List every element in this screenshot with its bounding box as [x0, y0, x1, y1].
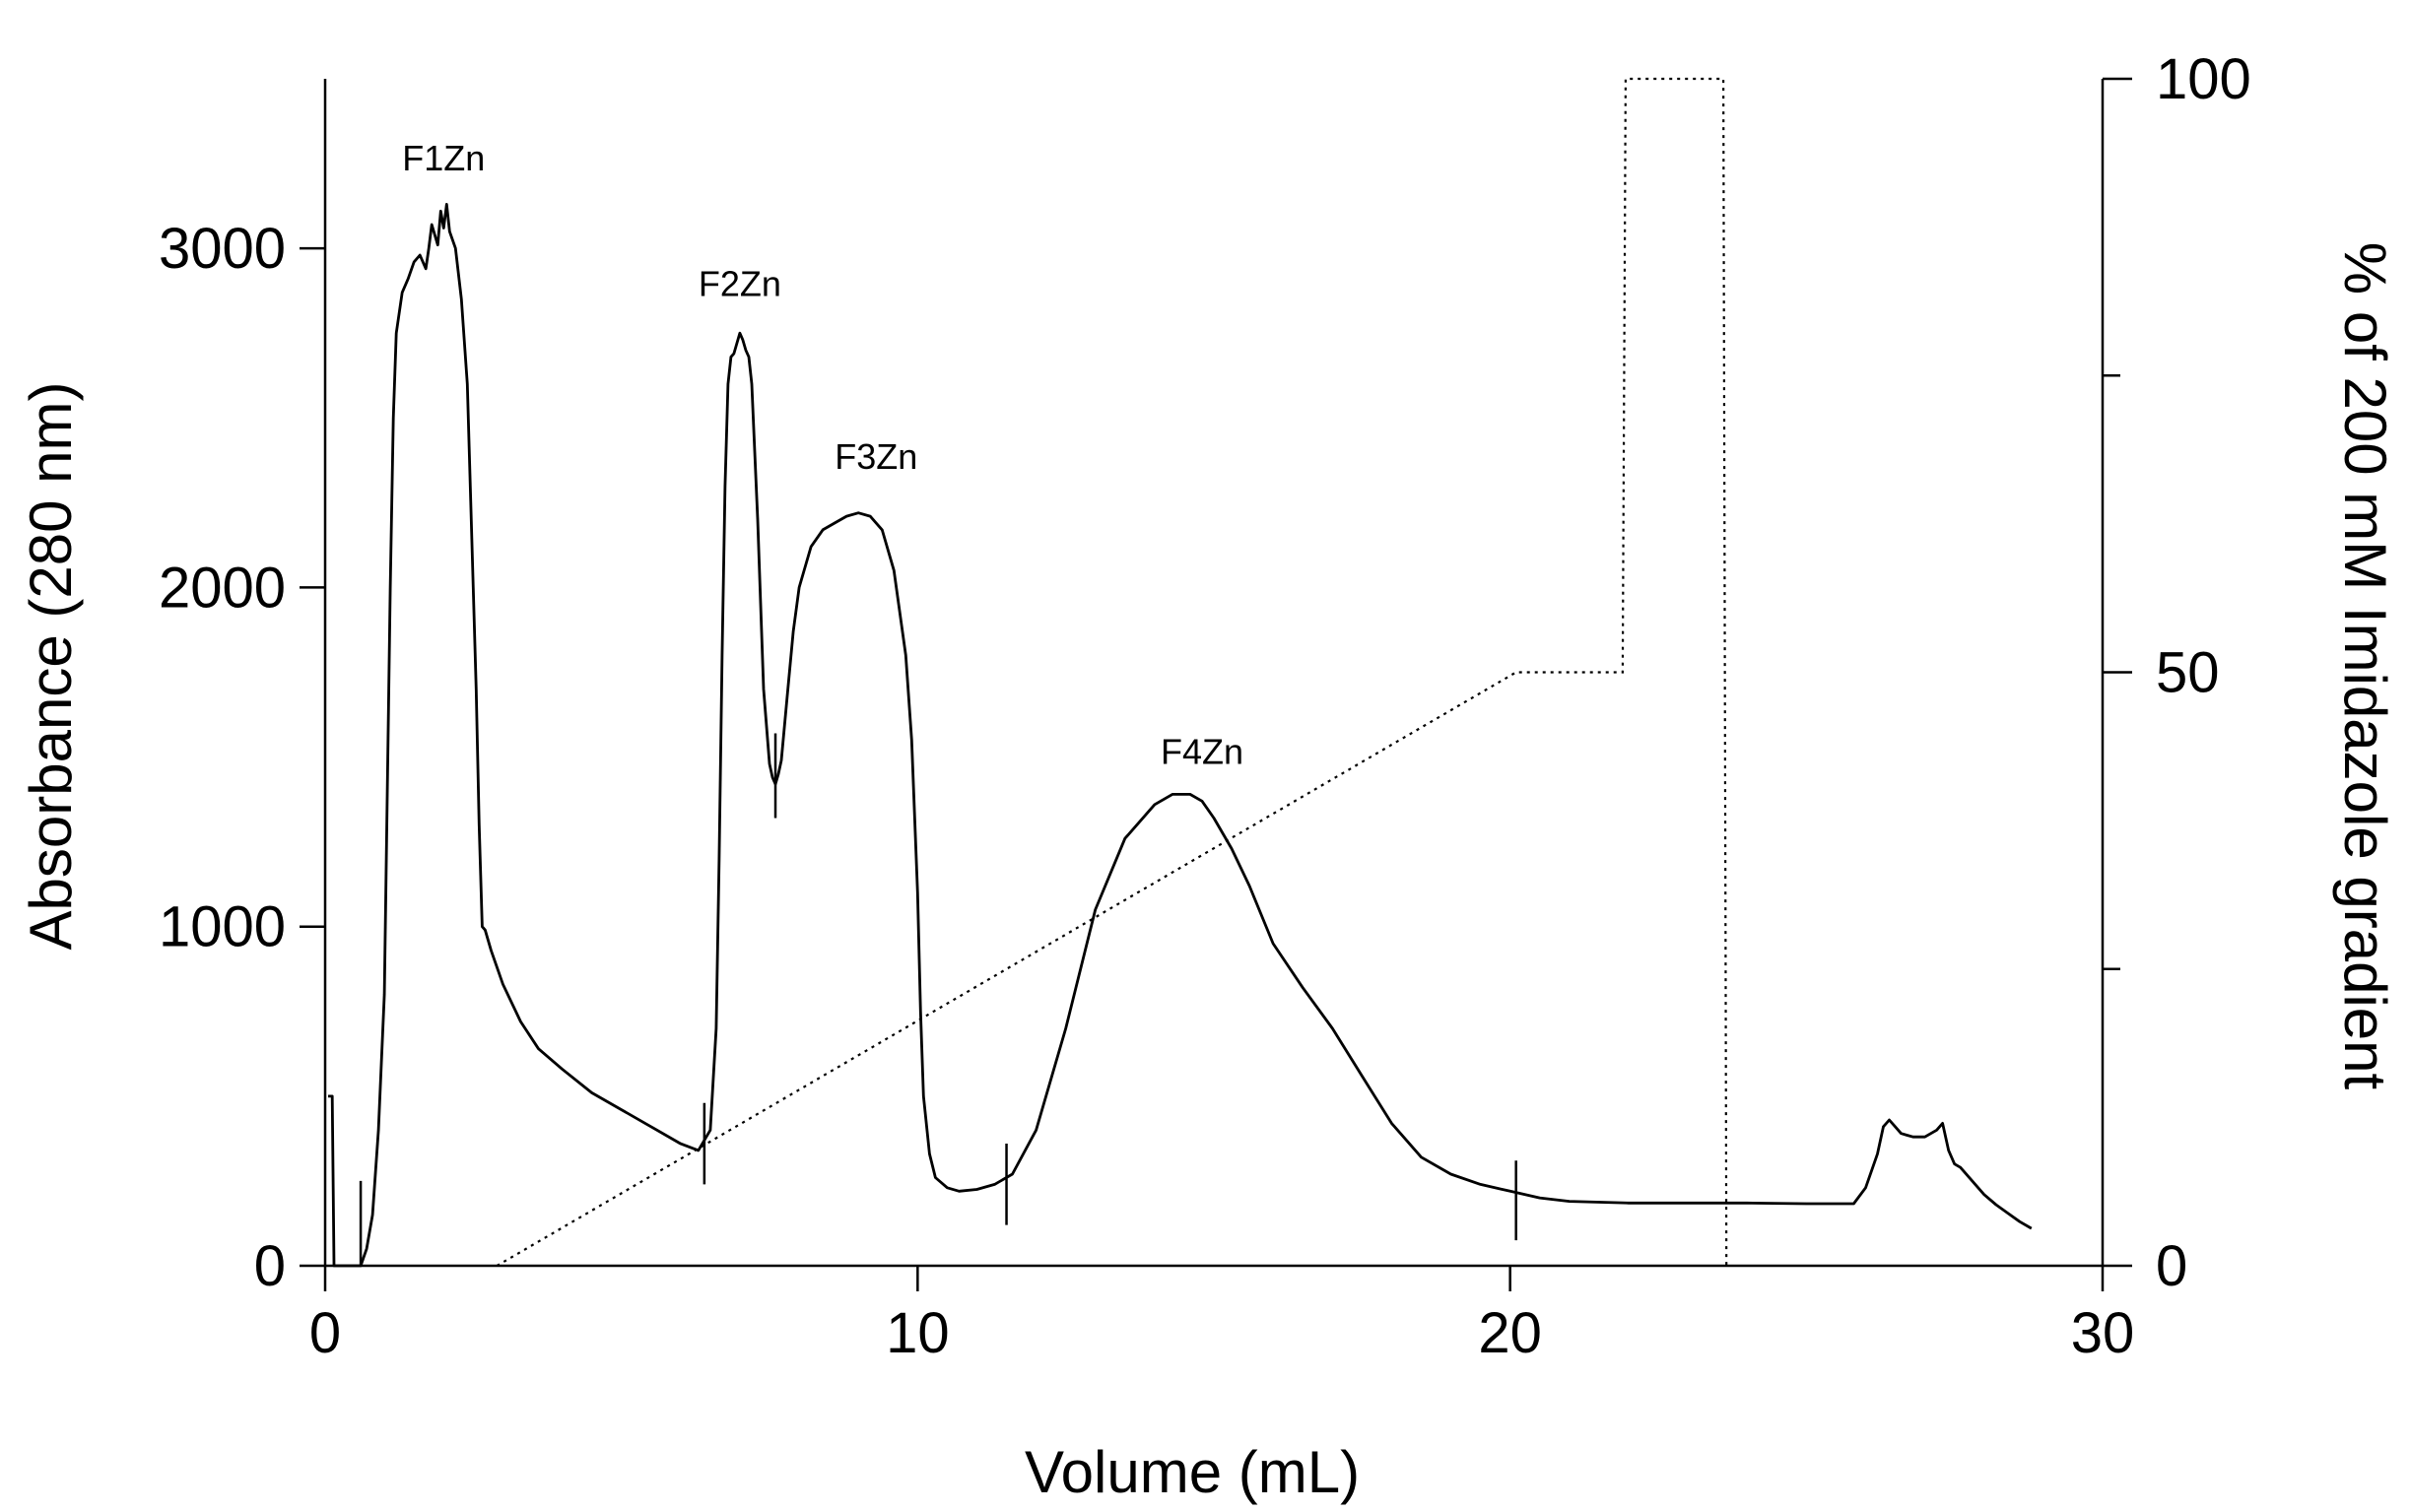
peak-label-f2zn: F2Zn [699, 263, 781, 303]
absorbance-trace-line [327, 202, 2033, 1268]
x-tick-label-30: 30 [2071, 1301, 2135, 1365]
y2-tick-label-50: 50 [2156, 641, 2220, 705]
x-tick-label-20: 20 [1478, 1301, 1542, 1365]
y-tick-label-3000: 3000 [159, 217, 286, 281]
y-tick-label-2000: 2000 [159, 556, 286, 620]
fraction-markers [359, 733, 1517, 1266]
peak-label-f4zn: F4Zn [1161, 731, 1243, 771]
axis-ticks: 0 10 20 30 0 1000 2000 3000 0 50 100 [159, 47, 2251, 1365]
imidazole-gradient-line [496, 77, 1728, 1267]
series-layer [327, 77, 2033, 1268]
y-tick-label-0: 0 [254, 1234, 286, 1298]
y-tick-label-1000: 1000 [159, 895, 286, 959]
y2-tick-label-0: 0 [2156, 1234, 2187, 1298]
y2-axis-title: % of 200 mM Imidazole gradient [2332, 242, 2398, 1090]
y-axis-title: Absorbance (280 nm) [18, 382, 84, 951]
peak-label-f1zn: F1Zn [402, 138, 485, 178]
x-tick-label-0: 0 [309, 1301, 341, 1365]
x-axis-title: Volume (mL) [1025, 1439, 1360, 1505]
axes [323, 79, 2105, 1268]
peak-label-f3zn: F3Zn [835, 436, 917, 477]
y2-tick-label-100: 100 [2156, 47, 2251, 111]
peak-annotations: F1Zn F2Zn F3Zn F4Zn [402, 138, 1243, 772]
x-tick-label-10: 10 [886, 1301, 950, 1365]
